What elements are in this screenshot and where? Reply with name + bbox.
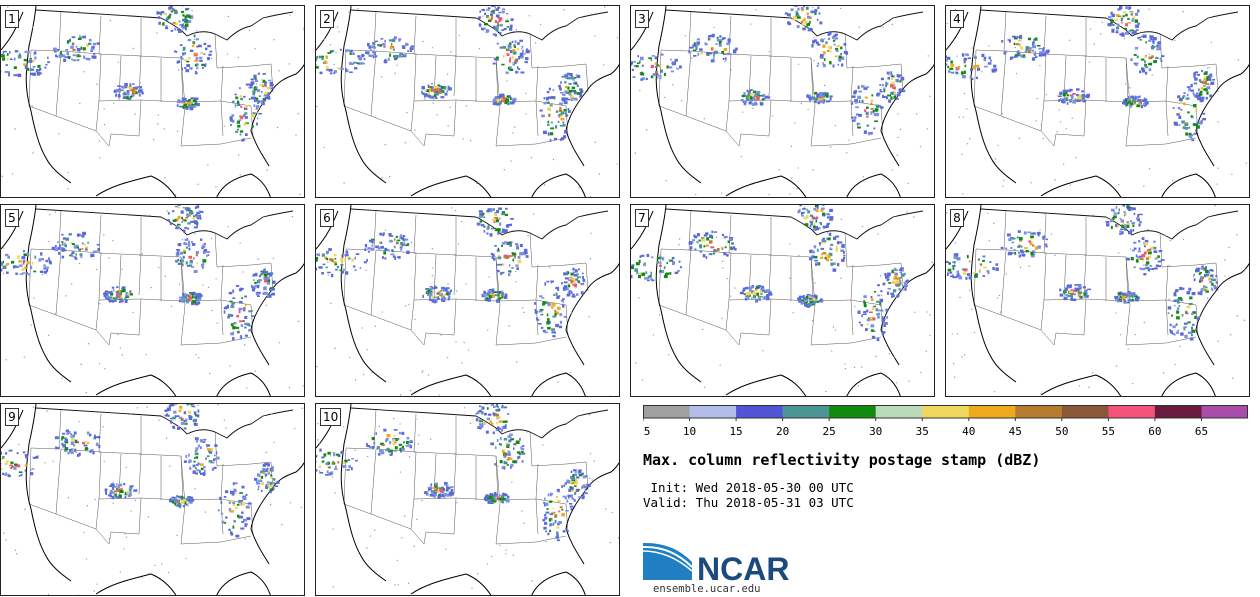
colorbar-tick-label: 60 xyxy=(1148,425,1161,438)
colorbar: 5 10 15 20 25 30 35 40 45 50 55 60 65 xyxy=(643,405,1248,438)
stamp-member-label: 10 xyxy=(320,408,342,426)
postage-stamp: 7 xyxy=(630,204,935,397)
colorbar-tick-label: 45 xyxy=(1009,425,1022,438)
postage-stamp: 4 xyxy=(945,5,1250,198)
postage-stamp: 10 xyxy=(315,403,620,596)
colorbar-bin xyxy=(1154,405,1202,418)
colorbar-title: Max. column reflectivity postage stamp (… xyxy=(643,451,1041,469)
colorbar-tick-label: 65 xyxy=(1195,425,1208,438)
stamp-member-label: 3 xyxy=(635,10,649,28)
colorbar-tick-label: 5 xyxy=(644,425,651,438)
logo-url: ensemble.ucar.edu xyxy=(653,583,761,595)
colorbar-bin xyxy=(875,405,923,418)
colorbar-bin xyxy=(1108,405,1156,418)
colorbar-tick-label: 40 xyxy=(962,425,975,438)
postage-stamp: 1 xyxy=(0,5,305,198)
colorbar-bin xyxy=(922,405,970,418)
stamp-member-label: 4 xyxy=(950,10,964,28)
reflectivity-map xyxy=(1,205,304,396)
postage-stamp: 9 xyxy=(0,403,305,596)
colorbar-tick-label: 30 xyxy=(869,425,882,438)
reflectivity-map xyxy=(316,6,619,197)
colorbar-bin xyxy=(689,405,737,418)
colorbar-tick-label: 55 xyxy=(1102,425,1115,438)
colorbar-tick-label: 15 xyxy=(729,425,742,438)
colorbar-tick-label: 50 xyxy=(1055,425,1068,438)
colorbar-tick-label: 25 xyxy=(823,425,836,438)
colorbar-tick-label: 10 xyxy=(683,425,696,438)
stamp-member-label: 9 xyxy=(5,408,19,426)
postage-stamp: 8 xyxy=(945,204,1250,397)
ncar-logo: NCAR xyxy=(643,542,789,584)
colorbar-bin xyxy=(736,405,783,418)
stamp-member-label: 8 xyxy=(950,209,964,227)
reflectivity-map xyxy=(631,205,934,396)
stamp-member-label: 6 xyxy=(320,209,334,227)
colorbar-bin xyxy=(829,405,876,418)
colorbar-bin xyxy=(1201,405,1248,418)
colorbar-bin xyxy=(782,405,830,418)
postage-stamp: 5 xyxy=(0,204,305,397)
colorbar-bin xyxy=(1015,405,1063,418)
stamp-member-label: 5 xyxy=(5,209,19,227)
postage-stamp: 2 xyxy=(315,5,620,198)
stamp-member-label: 7 xyxy=(635,209,649,227)
postage-stamp: 3 xyxy=(630,5,935,198)
reflectivity-map xyxy=(946,6,1249,197)
reflectivity-map xyxy=(946,205,1249,396)
colorbar-bin xyxy=(1061,405,1109,418)
stamp-member-label: 2 xyxy=(320,10,334,28)
postage-stamp: 6 xyxy=(315,204,620,397)
reflectivity-map xyxy=(1,6,304,197)
colorbar-bin xyxy=(968,405,1016,418)
reflectivity-map xyxy=(316,404,619,595)
reflectivity-map xyxy=(631,6,934,197)
reflectivity-map xyxy=(1,404,304,595)
valid-time: Valid: Thu 2018-05-31 03 UTC xyxy=(643,495,854,510)
stamp-member-label: 1 xyxy=(5,10,19,28)
init-time: Init: Wed 2018-05-30 00 UTC xyxy=(643,480,854,495)
reflectivity-map xyxy=(316,205,619,396)
colorbar-tick-label: 35 xyxy=(916,425,929,438)
colorbar-tick-label: 20 xyxy=(776,425,789,438)
ncar-logo-text: NCAR xyxy=(697,551,789,584)
colorbar-bin xyxy=(643,405,690,418)
